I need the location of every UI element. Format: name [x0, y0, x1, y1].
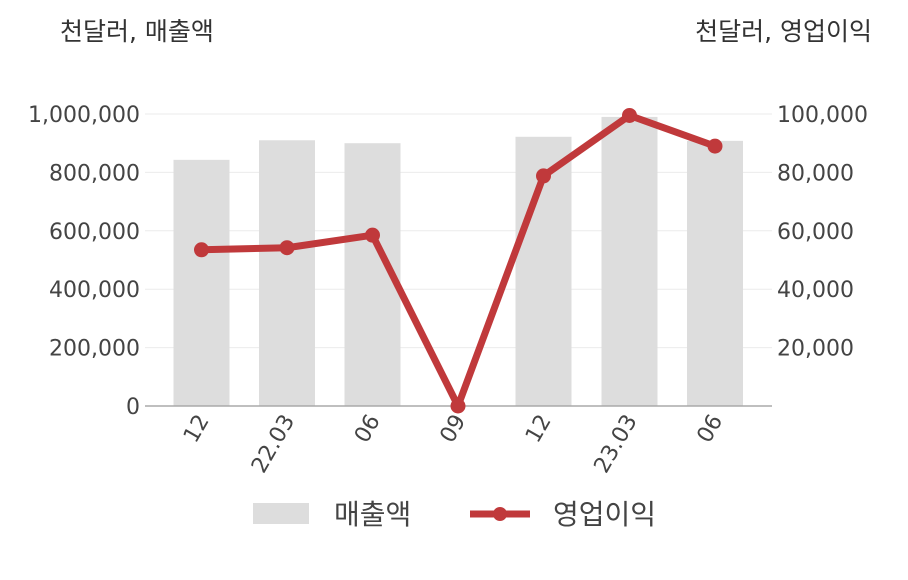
left-tick-label: 200,000: [49, 337, 140, 362]
right-tick-label: 20,000: [777, 337, 854, 362]
right-tick-label: 80,000: [777, 161, 854, 186]
x-axis-ticks: 12 22.03 06 09 12 23.03 06: [179, 411, 728, 478]
x-tick-label: 06: [350, 411, 386, 448]
profit-point-5: [622, 107, 637, 123]
left-tick-label: 400,000: [49, 278, 140, 303]
left-axis-ticks: 1,000,000 800,000 600,000 400,000 200,000 0: [28, 103, 140, 420]
x-tick-label: 23.03: [590, 411, 643, 478]
right-axis-ticks: 100,000 80,000 60,000 40,000 20,000: [777, 103, 868, 362]
x-tick-label: 06: [693, 411, 729, 448]
legend-swatch-profit-marker: [493, 507, 507, 521]
bar-revenue-0: [173, 159, 230, 406]
left-axis-unit-label: 천달러, 매출액: [60, 17, 214, 46]
legend-swatch-revenue: [253, 503, 309, 524]
gridlines: [145, 113, 772, 349]
profit-point-2: [365, 227, 380, 243]
left-tick-label: 0: [126, 395, 140, 420]
left-tick-label: 1,000,000: [28, 103, 140, 128]
legend: 매출액 영업이익: [253, 498, 656, 531]
legend-label-profit: 영업이익: [553, 498, 656, 531]
left-tick-label: 600,000: [49, 220, 140, 245]
right-tick-label: 60,000: [777, 220, 854, 245]
profit-point-6: [707, 138, 723, 154]
profit-point-0: [194, 242, 209, 258]
operating-profit-line: [194, 107, 723, 414]
revenue-bars: [173, 116, 743, 407]
x-tick-label: 09: [436, 411, 472, 448]
left-tick-label: 800,000: [49, 161, 140, 186]
bar-revenue-6: [687, 140, 743, 406]
x-tick-label: 22.03: [247, 411, 300, 478]
right-axis-unit-label: 천달러, 영업이익: [695, 17, 872, 46]
x-tick-label: 12: [521, 411, 557, 448]
profit-point-1: [279, 240, 295, 256]
bar-revenue-1: [259, 140, 315, 406]
bar-revenue-5: [601, 116, 658, 407]
right-tick-label: 40,000: [777, 278, 854, 303]
profit-point-3: [450, 398, 466, 414]
profit-point-4: [536, 168, 551, 184]
right-tick-label: 100,000: [777, 103, 868, 128]
legend-label-revenue: 매출액: [334, 498, 411, 531]
x-tick-label: 12: [179, 411, 215, 448]
